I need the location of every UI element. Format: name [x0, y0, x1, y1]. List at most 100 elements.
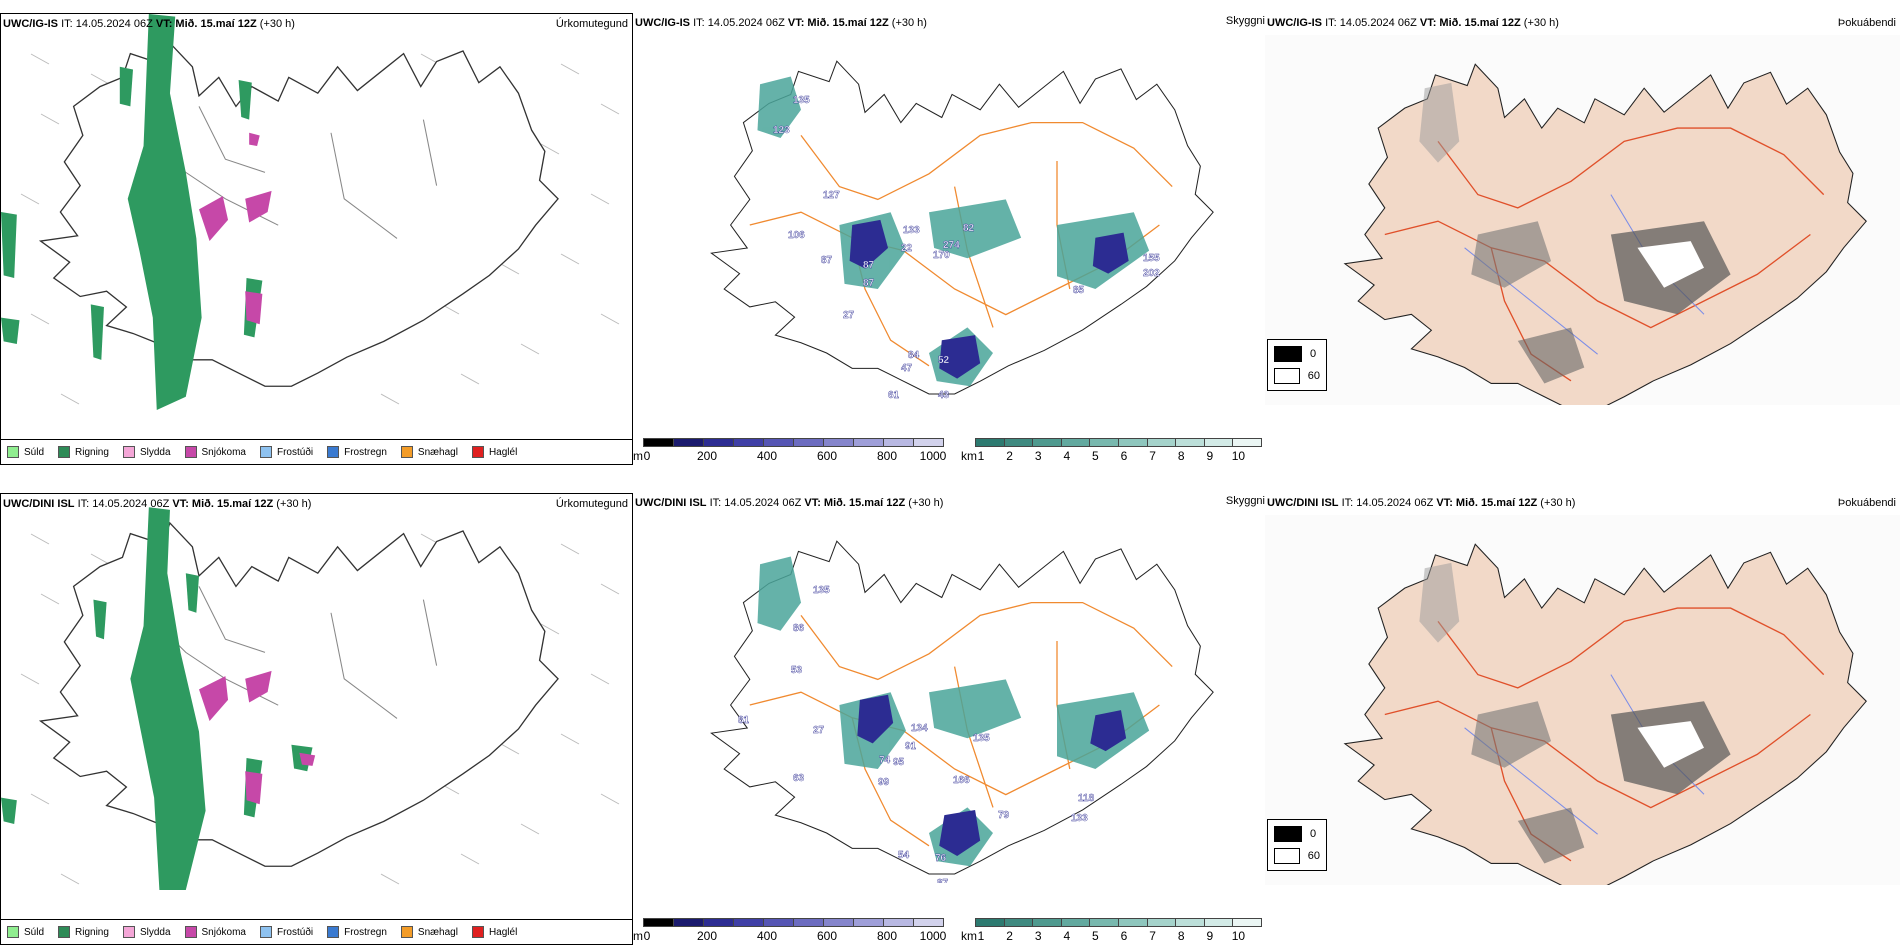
- colorbar-segment: [1146, 438, 1177, 447]
- cloud-base-value-label: 76: [935, 853, 947, 864]
- cloud-base-value-label: 61: [888, 390, 900, 401]
- colorbar-tick: 10: [1231, 929, 1246, 943]
- colorbar-segment: [793, 438, 824, 447]
- colorbar-segment: [823, 438, 854, 447]
- cloud-base-value-label: 118: [1078, 793, 1095, 804]
- cloud-base-value-label: 85: [1073, 285, 1085, 296]
- legend-swatch: [58, 926, 71, 938]
- cloud-base-value-label: 106: [788, 230, 805, 241]
- low-cloud-base-areas: [857, 694, 1127, 857]
- legend-item: Haglél: [471, 446, 518, 458]
- legend-item: Haglél: [471, 926, 518, 938]
- legend-label: Haglél: [488, 446, 518, 458]
- colorbar-tick: 400: [756, 929, 778, 943]
- fog-index-legend: 0 60: [1267, 819, 1327, 871]
- legend-label: Snjókoma: [201, 926, 246, 938]
- colorbar-tick: 1000: [919, 929, 947, 943]
- legend-label: Rigning: [75, 446, 109, 458]
- colorbar-segment: [703, 918, 734, 927]
- legend-swatch: [259, 446, 272, 458]
- colorbar-tick: 5: [1092, 929, 1099, 943]
- cloud-base-value-label: 202: [1143, 268, 1160, 279]
- fog-index-panel-ig-is: UWC/IG-IS IT: 14.05.2024 06Z VT: Mið. 15…: [1265, 13, 1900, 465]
- colorbar-unit: m: [633, 929, 643, 943]
- colorbar-tick: 3: [1034, 929, 1042, 943]
- legend-swatch: [7, 446, 19, 458]
- legend-swatch: [122, 446, 135, 458]
- cloud-base-value-label: 47: [901, 363, 913, 374]
- panel-type-label: Úrkomutegund: [555, 498, 628, 510]
- cloud-base-value-label: 82: [963, 223, 975, 234]
- fog-index-map: [1265, 35, 1900, 405]
- snow-areas: [199, 132, 272, 325]
- colorbar-tick: 1: [977, 449, 985, 463]
- fog-legend-swatch: [1274, 848, 1300, 864]
- cloud-base-value-label: 53: [791, 665, 803, 676]
- cloud-base-value-label: 43: [938, 390, 950, 401]
- colorbar-segment: [1203, 918, 1234, 927]
- colorbar-segment: [853, 438, 884, 447]
- colorbar-segment: [883, 918, 914, 927]
- colorbar-segment: [1232, 438, 1262, 447]
- legend-item: Snæhagl: [400, 926, 458, 938]
- cloud-base-value-label: 54: [898, 850, 910, 861]
- legend-label: Súld: [24, 446, 45, 458]
- wind-barbs: [20, 533, 620, 885]
- panel-type-label: Úrkomutegund: [555, 18, 628, 30]
- legend-swatch: [471, 926, 484, 938]
- legend-item: Frostregn: [327, 446, 387, 458]
- cloud-base-value-label: 52: [938, 355, 950, 366]
- legend-item: Súld: [7, 446, 44, 458]
- fog-legend-row: 60: [1274, 368, 1320, 384]
- cloud-base-colorbar: m 0 200 400 600 800 1000: [633, 438, 946, 464]
- fog-areas: [1419, 82, 1731, 384]
- colorbar-segment: [763, 438, 794, 447]
- fog-areas: [1419, 562, 1731, 864]
- cloud-base-value-label: 22: [901, 243, 913, 254]
- colorbar-segment: [1118, 438, 1148, 447]
- colorbar-segment: [643, 438, 674, 447]
- colorbar-tick: 2: [1006, 929, 1013, 943]
- fog-index-legend: 0 60: [1267, 339, 1327, 391]
- legend-label: Snjókoma: [201, 446, 246, 458]
- legend-item: Frostúði: [259, 926, 314, 938]
- legend-item: Snjókoma: [184, 446, 246, 458]
- legend-item: Snæhagl: [400, 446, 458, 458]
- legend-label: Frostregn: [344, 446, 387, 458]
- legend-item: Slydda: [122, 446, 171, 458]
- legend-item: Snjókoma: [184, 926, 246, 938]
- cloud-base-value-label: 123: [773, 125, 790, 136]
- colorbar-segment: [673, 438, 704, 447]
- fog-legend-label: 0: [1310, 348, 1317, 360]
- legend-label: Slydda: [139, 926, 171, 938]
- colorbar-tick: 6: [1120, 929, 1128, 943]
- panel-type-label: Þokuábendi: [1837, 497, 1896, 509]
- colorbar-tick: 800: [876, 929, 898, 943]
- cloud-base-value-label: 87: [863, 278, 875, 289]
- cloud-base-value-label: 135: [813, 585, 830, 596]
- legend-swatch: [122, 926, 135, 938]
- legend-swatch: [400, 926, 413, 938]
- colorbar-segment: [1032, 918, 1062, 927]
- legend-swatch: [58, 446, 71, 458]
- legend-label: Haglél: [488, 926, 518, 938]
- cloud-base-value-label: 91: [905, 741, 917, 752]
- legend-item: Frostregn: [327, 926, 387, 938]
- colorbar-tick: 4: [1063, 449, 1071, 463]
- precip-type-panel-dini: UWC/DINI ISL IT: 14.05.2024 06Z VT: Mið.…: [0, 493, 633, 945]
- legend-label: Frostúði: [276, 926, 314, 938]
- colorbar-tick: 9: [1206, 929, 1214, 943]
- legend-item: Frostúði: [259, 446, 313, 458]
- cloud-base-value-label: 87: [863, 260, 875, 271]
- legend-item: Slydda: [122, 926, 171, 938]
- visibility-colorbar: km 1 2 3 4 5 6 7 8 9 10: [961, 438, 1262, 464]
- legend-swatch: [184, 446, 197, 458]
- fog-legend-swatch: [1274, 346, 1302, 362]
- colorbar-segment: [1089, 438, 1119, 447]
- cloud-base-value-label: 95: [893, 757, 905, 768]
- cloud-base-value-label: 170: [933, 250, 950, 261]
- visibility-panel-ig-is: UWC/IG-IS IT: 14.05.2024 06Z VT: Mið. 15…: [633, 13, 1265, 465]
- colorbar-segment: [975, 438, 1005, 447]
- colorbar-tick: 200: [696, 929, 718, 943]
